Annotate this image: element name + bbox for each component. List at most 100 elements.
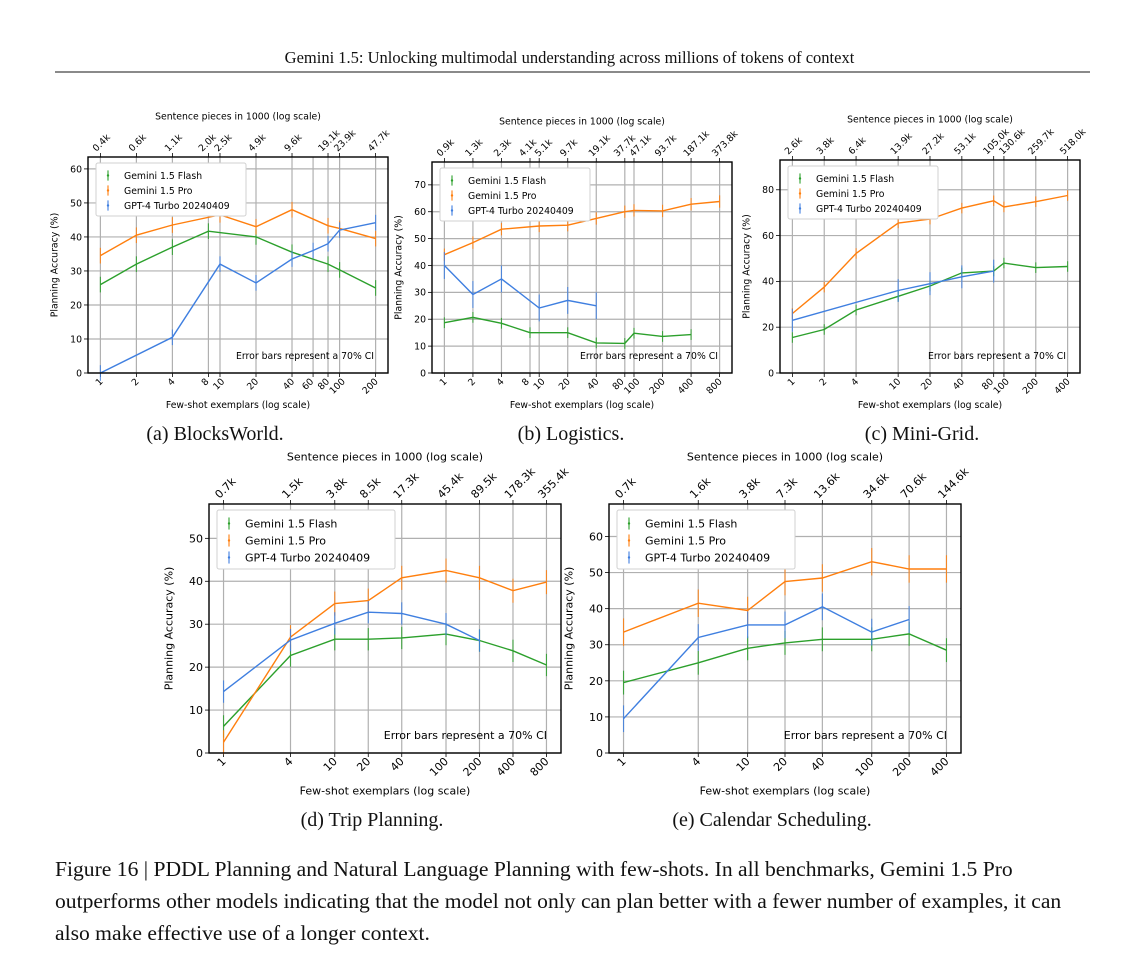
top-tick-label: 4.9k bbox=[246, 132, 268, 154]
legend-marker-dot bbox=[106, 204, 110, 207]
plot-frame bbox=[208, 503, 562, 754]
x-tick-label: 1 bbox=[786, 376, 798, 388]
top-tick-label: 45.4k bbox=[435, 470, 466, 501]
x-tick-label: 20 bbox=[245, 376, 261, 392]
series-line bbox=[623, 560, 947, 633]
y-tick-label: 20 bbox=[189, 661, 203, 674]
series-line bbox=[791, 194, 1068, 315]
series-line bbox=[792, 262, 1068, 339]
y-tick-label: 0 bbox=[768, 368, 774, 379]
legend-marker-dot bbox=[798, 177, 802, 180]
x-tick-label: 400 bbox=[928, 755, 952, 779]
top-axis-label: Sentence pieces in 1000 (log scale) bbox=[499, 117, 665, 128]
x-tick-label: 10 bbox=[887, 376, 903, 392]
top-tick-label: 2.6k bbox=[783, 135, 805, 157]
legend-marker-dot bbox=[627, 556, 631, 559]
top-tick-label: 1.6k bbox=[687, 475, 714, 502]
y-tick-label: 20 bbox=[762, 323, 774, 334]
top-tick-label: 144.6k bbox=[935, 465, 971, 501]
legend-label: Gemini 1.5 Pro bbox=[468, 191, 537, 202]
series-line bbox=[443, 265, 597, 309]
x-tick-label: 200 bbox=[1021, 376, 1041, 396]
plot-frame bbox=[87, 156, 389, 374]
chart-annotation: Error bars represent a 70% CI bbox=[784, 729, 947, 742]
x-tick-label: 1 bbox=[615, 755, 629, 769]
legend-label: Gemini 1.5 Flash bbox=[245, 517, 337, 530]
top-tick-label: 13.9k bbox=[889, 130, 916, 157]
top-tick-label: 2.5k bbox=[212, 132, 234, 154]
series-line bbox=[222, 633, 547, 727]
y-tick-label: 60 bbox=[70, 164, 82, 175]
legend-marker-dot bbox=[450, 194, 454, 197]
legend-label: Gemini 1.5 Flash bbox=[468, 176, 546, 187]
series-line bbox=[444, 316, 692, 345]
x-tick-label: 40 bbox=[808, 755, 827, 774]
y-tick-label: 0 bbox=[420, 368, 426, 379]
x-tick-label: 20 bbox=[919, 376, 935, 392]
top-tick-label: 19.1k bbox=[587, 132, 614, 159]
legend-label: GPT-4 Turbo 20240409 bbox=[245, 551, 370, 564]
figure-caption: Figure 16 | PDDL Planning and Natural La… bbox=[55, 857, 1062, 945]
top-tick-label: 1.1k bbox=[163, 132, 185, 154]
legend-marker-dot bbox=[627, 539, 631, 542]
y-tick-label: 40 bbox=[589, 603, 603, 616]
legend-box bbox=[616, 509, 796, 570]
top-tick-label: 0.9k bbox=[435, 137, 457, 159]
y-tick-label: 60 bbox=[414, 207, 426, 218]
top-tick-label: 27.2k bbox=[920, 130, 947, 157]
x-tick-label: 40 bbox=[388, 755, 407, 774]
top-tick-label: 3.8k bbox=[324, 475, 351, 502]
top-tick-label: 70.6k bbox=[898, 470, 929, 501]
x-tick-label: 8 bbox=[199, 376, 211, 388]
chart-annotation: Error bars represent a 70% CI bbox=[928, 351, 1066, 362]
x-tick-label: 8 bbox=[520, 376, 532, 388]
legend-box bbox=[439, 167, 591, 222]
legend-box bbox=[95, 162, 247, 217]
subcaption-a: (a) BlocksWorld. bbox=[146, 423, 284, 445]
top-axis-label: Sentence pieces in 1000 (log scale) bbox=[287, 450, 483, 463]
subcaption-d: (d) Trip Planning. bbox=[300, 809, 444, 831]
plot-frame bbox=[431, 161, 733, 374]
top-tick-label: 9.7k bbox=[558, 137, 580, 159]
x-tick-label: 1 bbox=[438, 376, 450, 388]
x-axis-label: Few-shot exemplars (log scale) bbox=[510, 400, 654, 411]
x-tick-label: 100 bbox=[853, 755, 877, 779]
legend-marker-dot bbox=[627, 522, 631, 525]
top-tick-label: 178.3k bbox=[502, 465, 538, 501]
top-tick-label: 0.7k bbox=[612, 475, 639, 502]
chart-calendar-scheduling: 1 4 10 20 40 100 200 400 0 10 20 30 40 50 60 0.7k 1.6k 3.… bbox=[539, 434, 991, 817]
subcaption-b: (b) Logistics. bbox=[517, 423, 625, 445]
y-tick-label: 50 bbox=[189, 532, 203, 545]
x-tick-label: 400 bbox=[494, 755, 518, 779]
y-tick-label: 60 bbox=[762, 231, 774, 242]
chart-blocksworld: 1 2 4 8 10 20 40 60 80 100 200 0 10 20 30 40 50 60 0.4k 0.6… bbox=[18, 87, 418, 437]
legend-marker-dot bbox=[227, 539, 231, 542]
y-tick-label: 80 bbox=[762, 185, 774, 196]
legend-label: GPT-4 Turbo 20240409 bbox=[816, 204, 922, 215]
legend-label: Gemini 1.5 Pro bbox=[245, 534, 326, 547]
top-tick-label: 3.8k bbox=[737, 475, 764, 502]
top-tick-label: 8.5k bbox=[357, 475, 384, 502]
x-tick-label: 4 bbox=[495, 376, 507, 388]
chart-trip-planning: 1 4 10 20 40 100 200 400 800 0 10 20 30 40 50 0.7k 1.5k 3… bbox=[139, 434, 591, 817]
y-tick-label: 20 bbox=[589, 675, 603, 688]
x-tick-label: 10 bbox=[211, 376, 227, 392]
top-tick-label: 2.3k bbox=[492, 137, 514, 159]
x-tick-label: 40 bbox=[951, 376, 967, 392]
x-tick-label: 200 bbox=[647, 376, 667, 396]
y-axis-label: Planning Accuracy (%) bbox=[49, 213, 60, 318]
legend-marker-dot bbox=[106, 189, 110, 192]
top-tick-label: 0.6k bbox=[127, 132, 149, 154]
y-tick-label: 20 bbox=[414, 315, 426, 326]
x-tick-label: 20 bbox=[771, 755, 790, 774]
y-tick-label: 50 bbox=[70, 198, 82, 209]
x-tick-label: 2 bbox=[466, 376, 478, 388]
legend-marker-dot bbox=[798, 207, 802, 210]
x-tick-label: 1 bbox=[215, 755, 229, 769]
y-tick-label: 40 bbox=[189, 575, 203, 588]
x-tick-label: 200 bbox=[461, 755, 485, 779]
x-tick-label: 10 bbox=[734, 755, 753, 774]
top-tick-label: 17.3k bbox=[391, 470, 422, 501]
top-tick-label: 89.5k bbox=[468, 470, 499, 501]
